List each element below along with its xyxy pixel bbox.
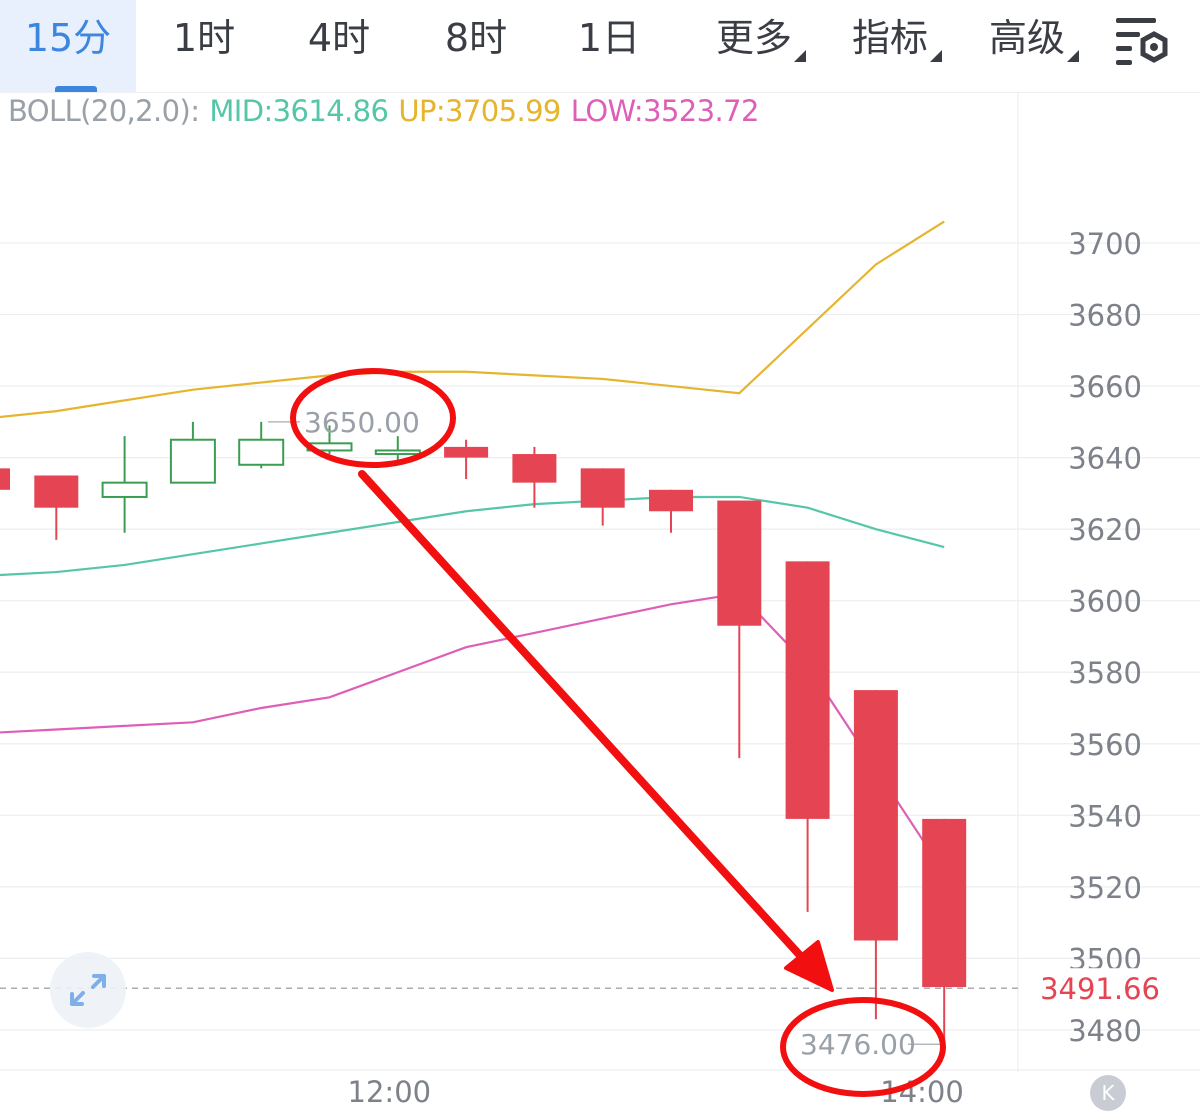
- y-tick-label: 3660: [1068, 370, 1142, 404]
- boll-indicator-legend: BOLL(20,2.0): MID:3614.86 UP:3705.99 LOW:35…: [8, 93, 769, 129]
- last-price-tag: [1020, 968, 1200, 1009]
- boll-params: BOLL(20,2.0):: [8, 94, 200, 128]
- k-button[interactable]: K: [1090, 1075, 1126, 1111]
- candle-body: [34, 475, 79, 508]
- annotation-arrow-head: [784, 940, 834, 992]
- candle: [101, 436, 148, 533]
- boll-low-value: LOW:3523.72: [570, 94, 760, 128]
- y-tick-label: 3580: [1068, 656, 1142, 690]
- grid-lines: [0, 92, 1200, 1072]
- low-marker-label: 3476.00: [800, 1028, 916, 1061]
- candle-body: [717, 500, 762, 626]
- candle: [649, 489, 693, 533]
- y-tick-label: 3520: [1068, 871, 1142, 905]
- y-tick-label: 3640: [1068, 442, 1142, 476]
- active-tab-indicator: [55, 86, 97, 92]
- candle-body: [444, 446, 489, 458]
- candle: [444, 439, 489, 480]
- tab-4h[interactable]: 4时: [307, 16, 371, 60]
- dropdown-caret-icon: [1067, 50, 1079, 62]
- annotation-arrow-shaft: [358, 470, 810, 966]
- candle: [853, 690, 898, 1020]
- y-tick-label: 3540: [1068, 799, 1142, 833]
- x-tick-label: 12:00: [348, 1075, 432, 1106]
- boll-mid-value: MID:3614.86: [209, 94, 389, 128]
- boll-mid-line: [0, 495, 945, 577]
- tab-8h[interactable]: 8时: [444, 16, 508, 60]
- y-tick-label: 3680: [1068, 299, 1142, 333]
- y-tick-label: 3480: [1068, 1014, 1142, 1048]
- boll-up-value: UP:3705.99: [398, 94, 561, 128]
- chart-settings-icon[interactable]: [1112, 12, 1174, 74]
- candle-body: [374, 449, 421, 456]
- y-tick-label: 3600: [1068, 585, 1142, 619]
- boll-low-line: [0, 592, 946, 874]
- last-price-label: 3491.66: [1040, 972, 1160, 1006]
- candle-body: [649, 489, 693, 512]
- tab-1d[interactable]: 1日: [577, 16, 641, 60]
- candle-body: [580, 468, 625, 508]
- annotation-circle-high: [290, 368, 456, 468]
- tab-advanced[interactable]: 高级: [977, 0, 1079, 92]
- candle-body: [169, 438, 216, 484]
- candle-body: [853, 690, 898, 941]
- candle: [785, 561, 830, 912]
- red-annotation: [290, 368, 946, 1097]
- candle-body: [0, 468, 10, 490]
- y-tick-label: 3560: [1068, 728, 1142, 762]
- timeframe-tab-bar: 15分 1时 4时 8时 1日 更多 指标 高级: [0, 0, 1200, 93]
- candle: [717, 500, 762, 759]
- candle: [238, 421, 285, 469]
- y-tick-label: 3620: [1068, 513, 1142, 547]
- candle: [512, 446, 557, 508]
- candle-body: [101, 481, 148, 498]
- annotation-circle-low: [780, 997, 946, 1097]
- expand-arrows-icon[interactable]: [50, 952, 126, 1028]
- dropdown-caret-icon: [930, 50, 942, 62]
- candle: [0, 468, 10, 490]
- tab-indicators[interactable]: 指标: [840, 0, 942, 92]
- tab-15m[interactable]: 15分: [0, 0, 136, 92]
- high-marker-label: 3650.00: [304, 406, 420, 439]
- y-tick-label: 3700: [1068, 227, 1142, 261]
- candlestick-chart[interactable]: 3700 3680 3660 3640 3620 3600 3580 3560 3540 3520…: [0, 92, 1200, 1106]
- candle: [922, 818, 967, 1045]
- candle: [580, 468, 625, 526]
- tab-1h[interactable]: 1时: [172, 16, 236, 60]
- boll-up-line: [0, 220, 945, 419]
- candle: [169, 421, 216, 484]
- candle: [34, 475, 79, 540]
- dropdown-caret-icon: [794, 50, 806, 62]
- tab-more[interactable]: 更多: [704, 0, 806, 92]
- candle-body: [512, 454, 557, 483]
- candle-body: [238, 438, 285, 466]
- candle-body: [785, 561, 830, 819]
- candle-body: [922, 818, 967, 988]
